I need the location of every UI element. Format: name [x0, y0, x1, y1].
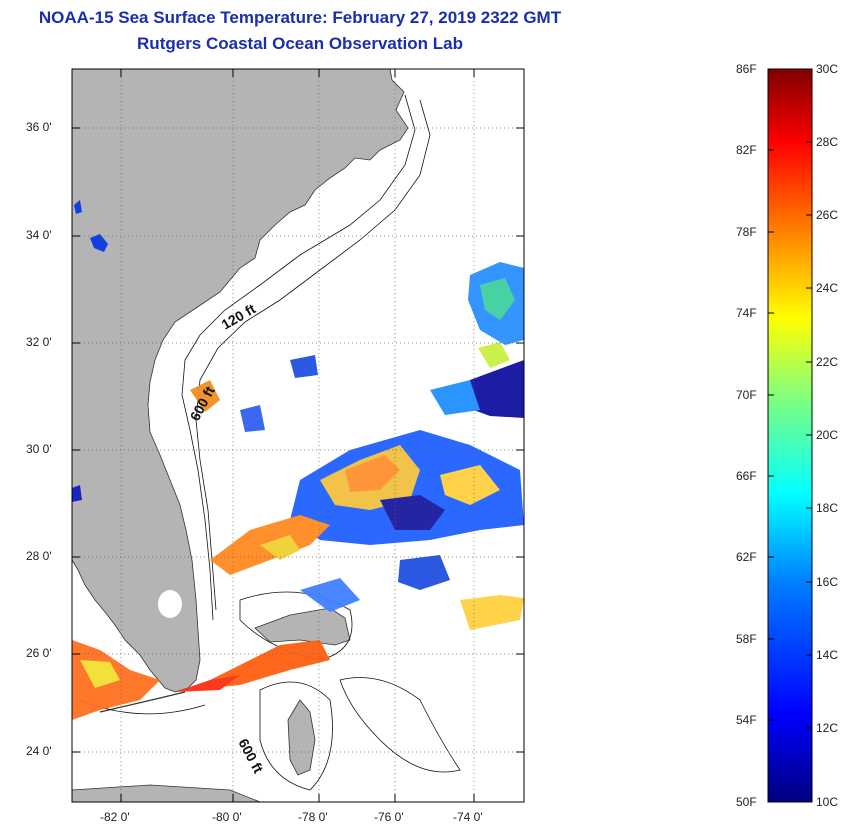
lat-label: 32 0'	[26, 335, 52, 349]
contour-bahamas-2	[259, 681, 333, 791]
sst-patches	[72, 262, 524, 720]
colorbar-c-label: 30C	[816, 62, 839, 76]
colorbar-c-label: 12C	[816, 721, 839, 735]
colorbar-f-label: 82F	[736, 143, 757, 157]
colorbar-f-label: 50F	[736, 795, 757, 809]
andros-island	[287, 699, 316, 776]
sst-patch	[290, 355, 318, 378]
inland-lake	[74, 200, 82, 214]
lon-label: -74 0'	[453, 810, 483, 824]
lat-label: 26 0'	[26, 646, 52, 660]
colorbar-c-label: 16C	[816, 575, 839, 589]
florida-keys	[99, 691, 186, 713]
cuba	[72, 784, 261, 802]
map-border	[71, 68, 525, 803]
colorbar-f-label: 86F	[736, 62, 757, 76]
colorbar-f-label: 74F	[736, 306, 757, 320]
sst-patch	[300, 578, 360, 612]
colorbar-c-label: 20C	[816, 428, 839, 442]
colorbar-c-label: 22C	[816, 355, 839, 369]
colorbar-f-label: 66F	[736, 469, 757, 483]
colorbar-c-label: 10C	[816, 795, 839, 809]
map-title: NOAA-15 Sea Surface Temperature: Februar…	[38, 8, 562, 27]
gridlines	[72, 69, 524, 802]
colorbar-c-label: 14C	[816, 648, 839, 662]
contour-600ft	[195, 99, 431, 611]
inland-lake	[90, 234, 108, 252]
lon-label: -76 0'	[374, 810, 404, 824]
colorbar-gradient	[767, 68, 813, 803]
colorbar-c-label: 28C	[816, 135, 839, 149]
lon-label: -80 0'	[212, 810, 242, 824]
tick-marks	[72, 69, 524, 802]
sst-patch	[380, 495, 445, 530]
colorbar-c-label: 24C	[816, 281, 839, 295]
contour-bahamas-3	[339, 677, 461, 773]
lat-label: 28 0'	[26, 549, 52, 563]
lake-okeechobee	[158, 590, 182, 618]
sst-patch	[398, 555, 450, 590]
grand-bahama	[254, 607, 351, 646]
colorbar-ticks	[768, 141, 812, 729]
map-subtitle: Rutgers Coastal Ocean Observation Lab	[137, 34, 463, 53]
sst-patch	[190, 380, 220, 412]
lat-label: 36 0'	[26, 120, 52, 134]
colorbar-f-label: 70F	[736, 388, 757, 402]
lat-label: 34 0'	[26, 228, 52, 242]
sst-patch	[480, 278, 515, 320]
contour-120ft	[181, 94, 416, 621]
colorbar-f-label: 62F	[736, 550, 757, 564]
sst-patch	[440, 465, 500, 505]
lon-label: -82 0'	[100, 810, 130, 824]
colorbar-c-label: 18C	[816, 501, 839, 515]
colorbar	[767, 68, 813, 803]
sst-patch	[72, 485, 82, 502]
sst-patch	[430, 380, 480, 415]
colorbar-f-label: 78F	[736, 225, 757, 239]
sst-patch	[240, 405, 265, 432]
sst-patch	[345, 455, 400, 492]
sst-patch	[175, 675, 240, 692]
colorbar-c-label: 26C	[816, 208, 839, 222]
sst-patch	[80, 660, 120, 688]
mainland	[72, 69, 409, 693]
contour-bahamas	[239, 591, 353, 661]
sst-patch	[260, 535, 300, 560]
colorbar-f-label: 58F	[736, 632, 757, 646]
lat-label: 30 0'	[26, 442, 52, 456]
map-area: 120 ft 600 ft 600 ft	[71, 68, 525, 803]
sst-patch	[460, 595, 524, 630]
colorbar-f-label: 54F	[736, 713, 757, 727]
lat-label: 24 0'	[26, 744, 52, 758]
sst-patch	[478, 342, 510, 368]
lon-label: -78 0'	[298, 810, 328, 824]
